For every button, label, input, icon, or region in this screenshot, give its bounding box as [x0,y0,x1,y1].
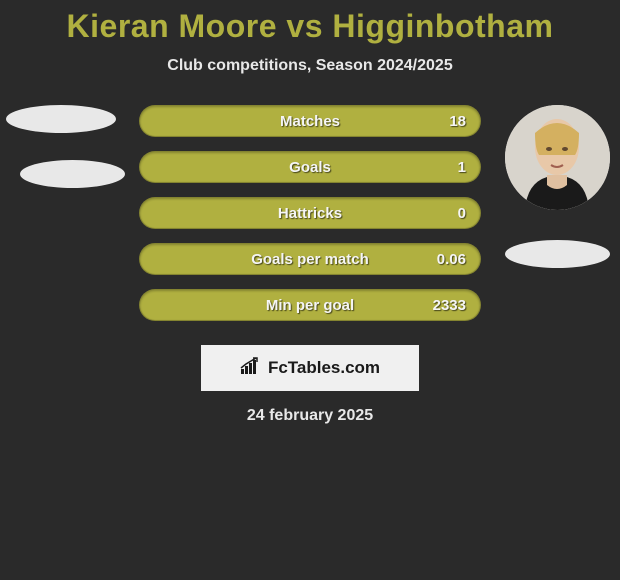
avatar-icon [505,105,610,210]
stat-bar-goals-per-match: Goals per match 0.06 [139,243,481,275]
page-title: Kieran Moore vs Higginbotham [0,8,620,45]
stat-value-right: 2333 [433,290,466,322]
stat-label: Hattricks [140,198,480,230]
stat-bar-matches: Matches 18 [139,105,481,137]
chart-icon [240,357,262,380]
left-avatar-placeholder-1 [6,105,116,133]
footer-brand-text: FcTables.com [268,358,380,378]
right-player-avatar [505,105,610,210]
left-avatar-placeholder-2 [20,160,125,188]
stat-bar-hattricks: Hattricks 0 [139,197,481,229]
stats-area: Matches 18 Goals 1 Hattricks 0 Goals per… [0,105,620,321]
subtitle: Club competitions, Season 2024/2025 [0,57,620,75]
stat-value-right: 0.06 [437,244,466,276]
stat-bar-goals: Goals 1 [139,151,481,183]
stat-value-right: 18 [449,106,466,138]
stat-label: Min per goal [140,290,480,322]
stat-value-right: 0 [458,198,466,230]
stat-label: Goals per match [140,244,480,276]
stat-bars: Matches 18 Goals 1 Hattricks 0 Goals per… [139,105,481,321]
date-text: 24 february 2025 [0,407,620,425]
stat-value-right: 1 [458,152,466,184]
stat-label: Goals [140,152,480,184]
footer-brand-box: FcTables.com [201,345,419,391]
stat-label: Matches [140,106,480,138]
right-shadow-ellipse [505,240,610,268]
stat-bar-min-per-goal: Min per goal 2333 [139,289,481,321]
